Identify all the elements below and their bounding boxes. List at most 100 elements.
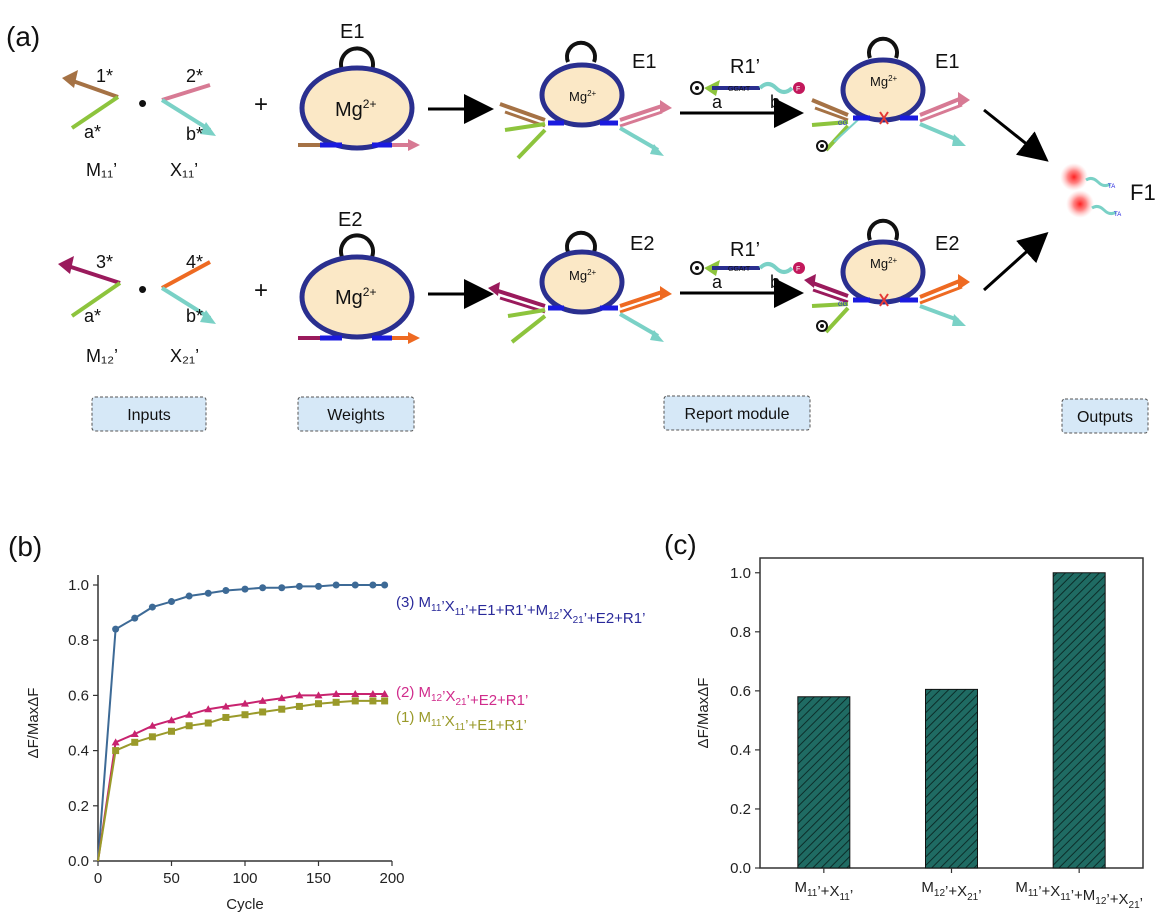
module-box-report: Report module xyxy=(663,395,811,431)
data-point xyxy=(314,691,323,699)
data-point xyxy=(148,603,156,611)
domain-label-astar-1: a* xyxy=(84,122,101,142)
mg-label-complex-e2: Mg2+ xyxy=(569,268,597,283)
data-point xyxy=(259,708,267,716)
complex-e2: Mg2+ E2 xyxy=(488,230,672,344)
enzyme-e2-label-2: E2 xyxy=(630,233,654,255)
data-point xyxy=(258,696,267,704)
data-point xyxy=(167,716,176,724)
series-label: (1) M11’X11’+E1+R1’ xyxy=(396,709,527,734)
data-point xyxy=(185,592,193,600)
enzyme-e1-label: E1 xyxy=(340,21,364,43)
y-tick-label: 1.0 xyxy=(730,565,751,582)
line-chart: 0 50 100 150 200 0.0 0.2 0.4 0.6 0.8 1.0 Cycle ΔF/Ma… xyxy=(25,575,645,913)
name-x11: X₁₁’ xyxy=(170,160,198,180)
output-f1: TA TA F1 xyxy=(1060,163,1156,218)
bar-chart: 0.0 0.2 0.4 0.6 0.8 1.0 ΔF/MaxΔF M11’+X11’ M12’+… xyxy=(695,557,1144,912)
data-point xyxy=(112,625,120,633)
domain-label-4star: 4* xyxy=(186,252,203,272)
data-point xyxy=(148,721,157,729)
enzyme-e2-label: E2 xyxy=(338,209,362,231)
reporter-r1-row1: R1’ GGArT F a b xyxy=(690,56,805,112)
y-tick-label: 0.6 xyxy=(68,687,89,704)
category-label: M12’+X21’ xyxy=(921,879,981,904)
data-point xyxy=(315,700,322,708)
data-point xyxy=(168,598,175,606)
data-point xyxy=(148,733,156,741)
reporter-domain-b-row2: b xyxy=(770,272,780,292)
reporter-f-row1: F xyxy=(796,86,800,93)
data-point xyxy=(168,727,175,735)
input-strand-m12: 3* a* M₁₂’ xyxy=(58,252,122,366)
data-point xyxy=(351,581,359,589)
output-f1-label: F1 xyxy=(1130,180,1156,205)
data-point xyxy=(332,581,340,589)
cleavage-complex-e2: Mg2+ E2 GG xyxy=(804,218,970,334)
reporter-domain-a-row1: a xyxy=(712,92,723,112)
module-label-report: Report module xyxy=(685,406,790,423)
panel-a: (a) 1* a* M₁₁’ • 2* b* X₁₁’ + E1 Mg2+ xyxy=(6,21,1156,434)
data-point xyxy=(131,738,139,746)
category-label: M11’+X11’+M12’+X21’ xyxy=(1015,879,1143,912)
domain-label-astar-2: a* xyxy=(84,306,101,326)
data-point xyxy=(368,690,377,698)
series-label: (2) M12’X21’+E2+R1’ xyxy=(396,684,528,709)
complex-e1: Mg2+ E1 xyxy=(499,40,672,160)
series-line xyxy=(97,584,385,862)
arrow-converge-bottom xyxy=(982,231,1049,292)
plus-2: + xyxy=(254,277,268,304)
ta-label-1: TA xyxy=(1108,184,1115,190)
domain-label-1star: 1* xyxy=(96,66,113,86)
x-tick-label: 100 xyxy=(232,870,257,887)
y-tick-label: 0.8 xyxy=(68,632,89,649)
y-tick-label: 0.2 xyxy=(68,798,89,815)
ta-label-2: TA xyxy=(1114,212,1121,218)
reporter-domain-a-row2: a xyxy=(712,272,723,292)
y-tick-label: 0.6 xyxy=(730,683,751,700)
data-point xyxy=(222,713,230,721)
series-line xyxy=(97,699,385,862)
enzyme-e1-label-2: E1 xyxy=(632,51,656,73)
mg-label-complex-e1: Mg2+ xyxy=(569,89,597,104)
enzyme-e2-label-3: E2 xyxy=(935,233,959,255)
mg-label-e1: Mg2+ xyxy=(335,97,376,121)
input-strand-x11: 2* b* X₁₁’ xyxy=(160,66,216,180)
data-point xyxy=(130,730,139,738)
x-tick-label: 200 xyxy=(379,870,404,887)
reporter-seq-row1: GGArT xyxy=(728,86,751,93)
plus-1: + xyxy=(254,91,268,118)
y-tick-label: 0.4 xyxy=(730,742,751,759)
data-point xyxy=(131,614,139,622)
y-tick-label: 0.8 xyxy=(730,624,751,641)
y-tick-label: 1.0 xyxy=(68,577,89,594)
module-box-inputs: Inputs xyxy=(91,396,207,432)
mg-label-e2: Mg2+ xyxy=(335,285,376,309)
reporter-label-row2: R1’ xyxy=(730,239,760,261)
panel-b-label: (b) xyxy=(8,531,42,562)
data-point xyxy=(332,690,341,698)
data-point xyxy=(351,697,359,705)
module-box-outputs: Outputs xyxy=(1061,398,1149,434)
reporter-seq-row2: GGArT xyxy=(728,266,751,273)
reporter-domain-b-row1: b xyxy=(770,92,780,112)
reporter-f-row2: F xyxy=(796,266,800,273)
mg-label-cleave-e2: Mg2+ xyxy=(870,256,898,271)
data-point xyxy=(204,589,212,597)
data-point xyxy=(295,582,303,590)
data-point xyxy=(241,699,249,707)
data-point xyxy=(278,584,286,592)
arrow-converge-top xyxy=(983,108,1049,162)
data-point xyxy=(241,711,249,719)
y-tick-label: 0.0 xyxy=(730,860,751,877)
reporter-r1-row2: R1’ GGArT F a b xyxy=(690,239,805,292)
domain-label-bstar-2: b* xyxy=(186,306,203,326)
data-point xyxy=(204,705,213,713)
data-point xyxy=(295,691,304,699)
module-label-inputs: Inputs xyxy=(127,407,171,424)
panel-c: (c) 0.0 0.2 0.4 0.6 0.8 1.0 ΔF/MaxΔF M11’+X11’ M… xyxy=(664,529,1144,912)
name-x21: X₂₁’ xyxy=(170,346,199,366)
module-box-weights: Weights xyxy=(297,396,415,432)
domain-label-bstar-1: b* xyxy=(186,124,203,144)
panel-b: (b) 0 50 100 150 200 0.0 0.2 0.4 0.6 0.8 1.0 Cycle Δ… xyxy=(8,531,645,913)
